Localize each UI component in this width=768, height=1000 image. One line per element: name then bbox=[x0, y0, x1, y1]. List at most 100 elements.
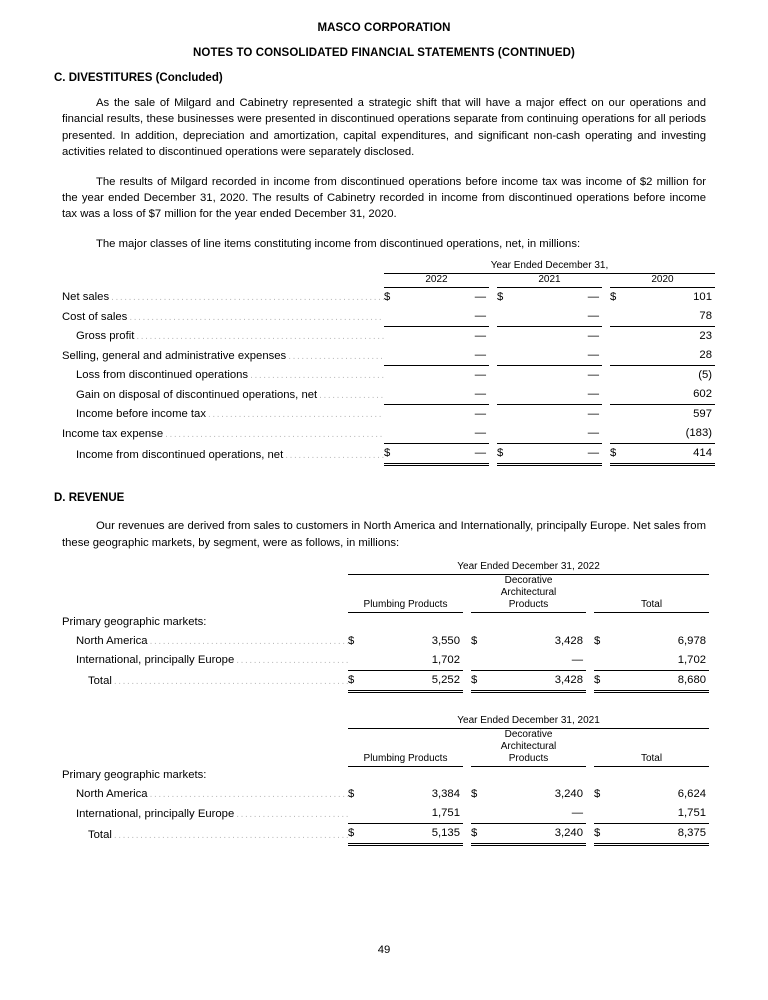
leader-dots: ........................................… bbox=[149, 789, 348, 801]
cell-value: — bbox=[587, 291, 599, 304]
column-gap bbox=[489, 424, 497, 444]
leader-dots: ........................................… bbox=[288, 350, 384, 362]
leader-dots: ........................................… bbox=[236, 655, 348, 667]
currency-symbol bbox=[594, 650, 607, 671]
cell-value: — bbox=[474, 291, 486, 304]
table-row: Selling, general and administrative expe… bbox=[62, 346, 715, 367]
currency-symbol bbox=[384, 307, 397, 328]
cell-value: — bbox=[397, 307, 489, 328]
cell-value: 78 bbox=[623, 307, 715, 328]
row-label-text: North America bbox=[76, 634, 150, 647]
cell-value: — bbox=[510, 346, 602, 367]
row-label-text: Loss from discontinued operations bbox=[76, 369, 251, 382]
column-gap bbox=[489, 327, 497, 347]
currency-symbol: $ bbox=[348, 670, 361, 693]
cell-value: 1,702 bbox=[361, 650, 463, 671]
colhead-line1 bbox=[348, 575, 463, 587]
colhead-line1 bbox=[594, 575, 709, 587]
currency-symbol: $ bbox=[471, 823, 484, 847]
row-label: Net sales...............................… bbox=[62, 288, 384, 308]
table-row: Total...................................… bbox=[62, 670, 710, 693]
column-header-plumbing-products: Plumbing Products bbox=[348, 574, 463, 614]
currency-symbol bbox=[384, 385, 397, 406]
cell-value: — bbox=[587, 408, 599, 421]
leader-dots: ........................................… bbox=[165, 428, 384, 440]
currency-symbol bbox=[610, 424, 623, 445]
column-gap bbox=[463, 785, 471, 804]
leader-dots: ........................................… bbox=[136, 331, 384, 343]
column-header-plumbing-products: Plumbing Products bbox=[348, 728, 463, 767]
column-header-2021: 2021 bbox=[497, 273, 602, 289]
table-row: North America...........................… bbox=[62, 785, 709, 804]
currency-symbol bbox=[497, 366, 510, 386]
leader-dots: ........................................… bbox=[113, 829, 348, 841]
cell-value: — bbox=[474, 330, 486, 343]
cell-value: — bbox=[397, 346, 489, 367]
discontinued-table-body: Net sales...............................… bbox=[62, 288, 715, 467]
currency-symbol bbox=[348, 804, 361, 825]
leader-dots: ........................................… bbox=[236, 808, 348, 820]
column-gap bbox=[489, 366, 497, 386]
column-gap bbox=[489, 346, 497, 366]
row-label-text: Selling, general and administrative expe… bbox=[62, 349, 289, 362]
row-label: Income before income tax................… bbox=[62, 405, 384, 425]
column-gap bbox=[602, 444, 610, 465]
cell-value: — bbox=[397, 443, 489, 467]
colhead-line1 bbox=[348, 729, 463, 741]
currency-symbol bbox=[610, 405, 623, 425]
column-gap bbox=[463, 670, 471, 691]
colhead-line1: Decorative bbox=[504, 575, 553, 587]
section-d-heading: D. REVENUE bbox=[54, 492, 125, 505]
column-header-decorative-architectural-products: Decorative Architectural Products bbox=[471, 728, 586, 767]
section-d-paragraph-1: Our revenues are derived from sales to c… bbox=[62, 520, 706, 549]
spacer-cell bbox=[62, 561, 348, 575]
spacer-cell bbox=[463, 728, 471, 766]
row-label: Gross profit............................… bbox=[62, 327, 384, 347]
table-row: Total...................................… bbox=[62, 823, 710, 847]
currency-symbol: $ bbox=[497, 291, 504, 304]
row-label: North America...........................… bbox=[62, 785, 348, 804]
column-gap bbox=[586, 651, 594, 671]
page-number: 49 bbox=[377, 944, 391, 956]
primary-geographic-markets-label: Primary geographic markets: bbox=[62, 769, 207, 782]
cell-value: 6,978 bbox=[677, 634, 707, 647]
column-gap bbox=[586, 824, 594, 845]
spacer-cell bbox=[463, 575, 471, 613]
row-label: North America...........................… bbox=[62, 632, 348, 651]
column-gap bbox=[586, 632, 594, 651]
row-label: Selling, general and administrative expe… bbox=[62, 346, 384, 366]
discontinued-span-header: Year Ended December 31, bbox=[384, 260, 715, 275]
column-gap bbox=[602, 307, 610, 327]
table-row: Gross profit............................… bbox=[62, 327, 715, 347]
colhead-line2 bbox=[594, 587, 709, 599]
row-label: Income tax expense......................… bbox=[62, 424, 384, 444]
cell-value: 23 bbox=[699, 330, 712, 343]
table-row: International, principally Europe.......… bbox=[62, 650, 710, 671]
cell-value: 5,252 bbox=[361, 670, 463, 693]
cell-value: 602 bbox=[623, 385, 715, 406]
cell-value: 28 bbox=[623, 346, 715, 367]
cell-value: — bbox=[484, 804, 586, 825]
revenue-2022-table-body: North America...........................… bbox=[62, 632, 710, 693]
cell-value: 3,240 bbox=[484, 823, 586, 847]
cell-value: — bbox=[397, 385, 489, 406]
currency-symbol bbox=[497, 327, 510, 347]
currency-symbol bbox=[384, 405, 397, 425]
column-gap bbox=[586, 670, 594, 691]
row-label-text: Gain on disposal of discontinued operati… bbox=[76, 388, 320, 401]
currency-symbol: $ bbox=[348, 823, 361, 847]
column-gap bbox=[489, 288, 497, 308]
section-c-paragraph-2: The results of Milgard recorded in incom… bbox=[62, 175, 706, 221]
discontinued-operations-table: Year Ended December 31, 2022 2021 2020 N… bbox=[62, 260, 715, 467]
currency-symbol: $ bbox=[384, 291, 391, 304]
currency-symbol bbox=[497, 405, 510, 425]
column-header-total: Total bbox=[594, 728, 710, 767]
column-gap bbox=[586, 804, 594, 824]
cell-value: 414 bbox=[623, 443, 715, 467]
currency-symbol: $ bbox=[594, 823, 607, 847]
column-gap bbox=[602, 346, 610, 366]
column-gap bbox=[489, 385, 497, 405]
leader-dots: ........................................… bbox=[207, 409, 384, 421]
cell-value: — bbox=[510, 307, 602, 328]
table-row: International, principally Europe.......… bbox=[62, 804, 710, 825]
